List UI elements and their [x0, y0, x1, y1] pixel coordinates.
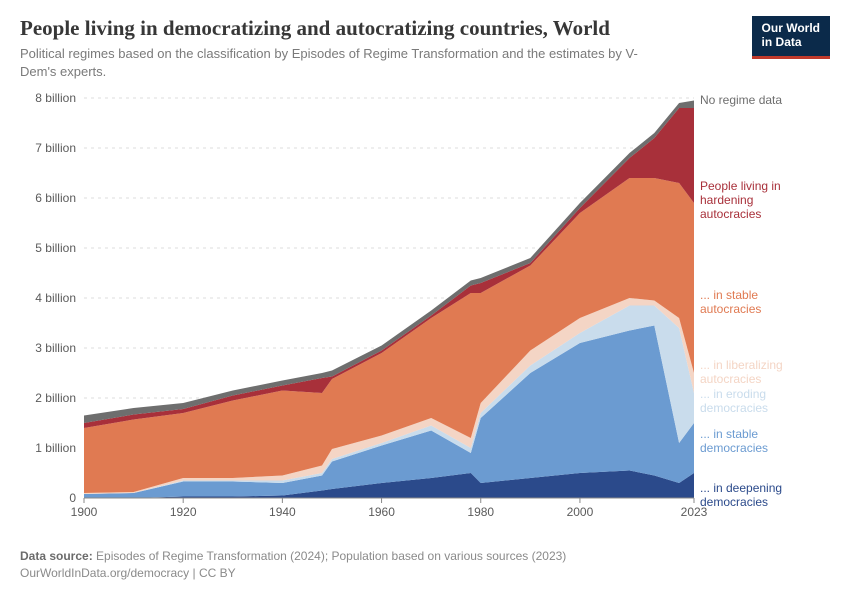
series-label-eroding_democracies: ... in eroding democracies [700, 388, 810, 416]
chart-footer: Data source: Episodes of Regime Transfor… [0, 542, 850, 582]
y-tick-label: 1 billion [35, 441, 76, 455]
page-subtitle: Political regimes based on the classific… [20, 45, 660, 80]
x-tick-label: 1980 [467, 505, 494, 519]
y-tick-label: 3 billion [35, 341, 76, 355]
y-tick-label: 6 billion [35, 191, 76, 205]
series-label-hardening_autocracies: People living in hardening autocracies [700, 180, 810, 221]
x-tick-label: 1960 [368, 505, 395, 519]
y-tick-label: 0 [69, 491, 76, 505]
y-tick-label: 7 billion [35, 141, 76, 155]
series-label-no_regime_data: No regime data [700, 94, 782, 108]
chart-area: 0 1 billion 2 billion 3 billion 4 billion 5 b… [20, 90, 830, 530]
series-label-deepening_democracies: ... in deepening democracies [700, 482, 810, 510]
series-label-stable_autocracies: ... in stable autocracies [700, 289, 810, 317]
y-tick-label: 8 billion [35, 91, 76, 105]
y-tick-label: 4 billion [35, 291, 76, 305]
x-tick-label: 2000 [567, 505, 594, 519]
y-tick-label: 2 billion [35, 391, 76, 405]
x-tick-label: 1920 [170, 505, 197, 519]
source-text: Episodes of Regime Transformation (2024)… [93, 549, 567, 563]
series-label-stable_democracies: ... in stable democracies [700, 428, 810, 456]
owid-logo: Our World in Data [752, 16, 830, 59]
page-title: People living in democratizing and autoc… [20, 16, 660, 41]
x-tick-label: 1900 [71, 505, 98, 519]
y-tick-label: 5 billion [35, 241, 76, 255]
x-tick-label: 1940 [269, 505, 296, 519]
series-label-liberalizing_autocracies: ... in liberalizing autocracies [700, 359, 810, 387]
attribution-text: OurWorldInData.org/democracy | CC BY [20, 565, 830, 582]
source-label: Data source: [20, 549, 93, 563]
